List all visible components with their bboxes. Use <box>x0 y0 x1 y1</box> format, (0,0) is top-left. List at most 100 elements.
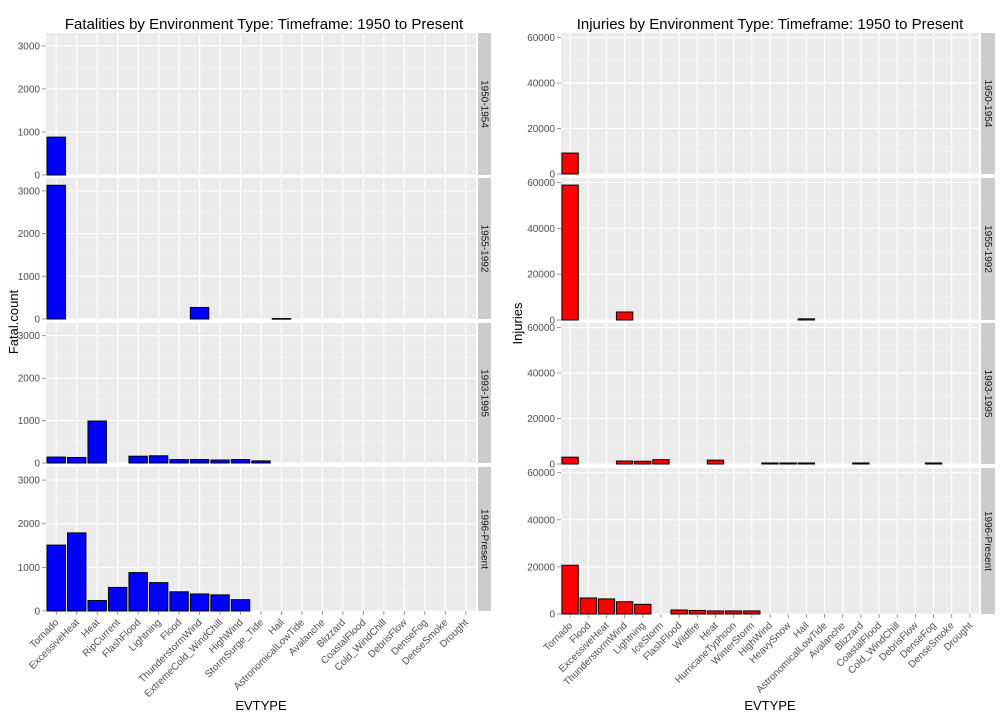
y-tick-label: 3000 <box>18 41 41 52</box>
chart-title: Fatalities by Environment Type: Timefram… <box>65 16 464 33</box>
bar-Heat <box>706 459 725 465</box>
facet-label: 1996-Present <box>479 509 490 569</box>
facet-strip <box>478 323 491 463</box>
chart-title: Injuries by Environment Type: Timeframe:… <box>577 16 964 33</box>
bar-Hail <box>797 462 816 465</box>
bar-StormSurge_Tide <box>251 460 271 464</box>
facet-strip <box>478 33 491 175</box>
panel-1993-1995: 0 1000 2000 3000 1993-1995 <box>18 323 491 470</box>
bar-Tornado <box>46 136 66 176</box>
bar-Wildfire <box>688 609 706 615</box>
facet-strip <box>981 33 995 174</box>
bar-Flood <box>169 591 189 612</box>
bar-Lightning <box>148 582 169 612</box>
bar-FlashFlood <box>128 572 148 612</box>
y-tick-label: 60000 <box>527 178 555 189</box>
y-tick-label: 40000 <box>527 515 555 526</box>
bar-Heat <box>87 600 107 612</box>
bar-FlashFlood <box>670 609 688 615</box>
facet-strip <box>981 468 995 614</box>
bar-HighWind <box>230 459 251 464</box>
panel-1950-1954: 0 1000 2000 3000 1950-1954 <box>18 33 491 182</box>
y-tick-label: 2000 <box>18 84 41 95</box>
bar-HeavySnow <box>779 462 797 465</box>
y-tick-label: 3000 <box>18 331 41 342</box>
bar-ExcessiveHeat <box>67 456 87 464</box>
bar-ExcessiveHeat <box>67 532 87 612</box>
facet-label: 1955-1992 <box>982 225 993 273</box>
y-tick-label: 2000 <box>18 229 41 240</box>
y-tick-label: 0 <box>34 607 40 618</box>
bar-Flood <box>169 459 189 464</box>
chart-injuries: Injuries by Environment Type: Timeframe:… <box>510 16 995 713</box>
y-tick-label: 2000 <box>18 519 41 530</box>
panel-1993-1995: 0 20000 40000 60000 1993-1995 <box>527 323 995 471</box>
y-axis-title: Fatal.count <box>6 289 21 354</box>
bar-ThunderstormWind <box>615 311 634 321</box>
bar-Heat <box>87 420 107 464</box>
y-tick-label: 0 <box>34 171 40 182</box>
facet-strip <box>981 178 995 320</box>
facet-strip <box>478 467 491 611</box>
bar-ExcessiveHeat <box>597 598 616 615</box>
y-tick-label: 1000 <box>18 563 41 574</box>
bar-ExtremeCold_WindChill <box>210 594 230 612</box>
panel-1996-Present: 0 1000 2000 3000 1996-Present <box>18 467 491 618</box>
bar-Blizzard <box>852 462 870 465</box>
bar-Heat <box>706 610 725 615</box>
y-tick-label: 60000 <box>527 33 555 44</box>
bar-Lightning <box>634 460 652 465</box>
bar-Tornado <box>46 544 66 612</box>
bar-ExtremeCold_WindChill <box>210 459 230 464</box>
bar-ThunderstormWind <box>615 601 634 615</box>
x-axis-title: EVTYPE <box>744 698 796 713</box>
y-tick-label: 3000 <box>18 186 41 197</box>
bar-WinterStorm <box>743 610 761 615</box>
chart-fatalities: Fatalities by Environment Type: Timefram… <box>6 16 491 713</box>
bar-ThunderstormWind <box>189 306 210 320</box>
panel-1996-Present: 0 20000 40000 60000 1996-Present <box>527 468 995 621</box>
bar-Hail <box>797 318 816 321</box>
y-tick-label: 20000 <box>527 124 555 135</box>
bar-HurricaneTyphoon <box>724 610 743 615</box>
bar-ThunderstormWind <box>189 593 210 612</box>
bar-RipCurrent <box>107 586 128 612</box>
bar-Tornado <box>561 564 579 615</box>
y-tick-label: 20000 <box>527 270 555 281</box>
y-tick-label: 40000 <box>527 224 555 235</box>
y-tick-label: 0 <box>549 170 555 181</box>
panel-1955-1992: 0 1000 2000 3000 1955-1992 <box>18 178 491 326</box>
panel-1950-1954: 0 20000 40000 60000 1950-1954 <box>527 33 995 181</box>
panel-1955-1992: 0 20000 40000 60000 1955-1992 <box>527 178 995 327</box>
y-tick-label: 1000 <box>18 127 41 138</box>
bar-ThunderstormWind <box>615 460 634 465</box>
facet-label: 1955-1992 <box>479 225 490 273</box>
y-tick-label: 20000 <box>527 414 555 425</box>
bar-FlashFlood <box>128 455 148 464</box>
bar-HighWind <box>230 599 251 612</box>
facet-label: 1993-1995 <box>982 370 993 418</box>
y-tick-label: 60000 <box>527 323 555 334</box>
y-tick-label: 3000 <box>18 476 41 487</box>
x-axis-title: EVTYPE <box>235 698 287 713</box>
y-tick-label: 20000 <box>527 562 555 573</box>
y-tick-label: 0 <box>34 315 40 326</box>
y-tick-label: 60000 <box>527 468 555 479</box>
bar-Lightning <box>634 603 652 615</box>
bar-Tornado <box>561 184 579 321</box>
y-axis-title: Injuries <box>510 302 525 344</box>
facet-label: 1950-1954 <box>479 80 490 128</box>
y-tick-label: 1000 <box>18 272 41 283</box>
y-tick-label: 0 <box>549 460 555 471</box>
facet-label: 1993-1995 <box>479 369 490 417</box>
bar-Hail <box>271 318 292 320</box>
bar-Tornado <box>561 456 579 465</box>
bar-Tornado <box>46 456 66 464</box>
bar-DenseFog <box>924 462 943 465</box>
y-tick-label: 40000 <box>527 369 555 380</box>
y-tick-label: 0 <box>549 316 555 327</box>
bar-ThunderstormWind <box>189 459 210 464</box>
facet-label: 1950-1954 <box>982 80 993 128</box>
bar-Tornado <box>561 152 579 175</box>
